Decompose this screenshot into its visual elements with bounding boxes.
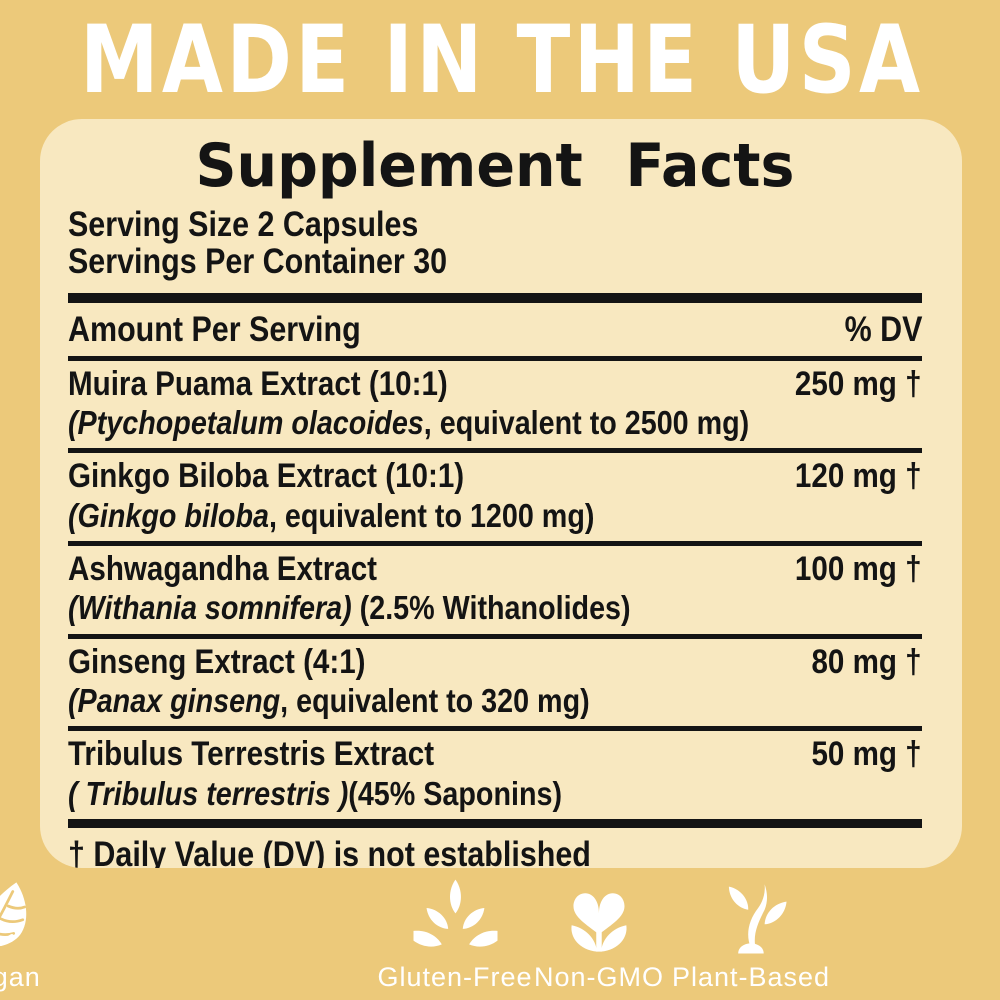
ingredient-latin: (Withania somnifera) (2.5% Withanolides) — [68, 589, 631, 627]
badge-label: Non-GMO — [533, 962, 665, 992]
ingredient-amount: 250 mg † — [795, 364, 922, 403]
ingredient-amount: 80 mg † — [811, 642, 922, 681]
divider — [68, 448, 922, 454]
amount-per-serving-header: Amount Per Serving — [68, 309, 361, 349]
badge-label: Gluten-Free — [377, 962, 533, 992]
supplement-facts-title: Supplement Facts — [195, 131, 795, 201]
badge-plant-based: Plant-Based — [672, 876, 830, 993]
ingredient-name: Tribulus Terrestris Extract — [68, 735, 435, 774]
dv-footnote: † Daily Value (DV) is not established — [68, 835, 591, 868]
ingredient-row-muira-puama: Muira Puama Extract (10:1) 250 mg † (Pty… — [68, 361, 922, 449]
ingredient-amount: 120 mg † — [795, 457, 922, 496]
made-in-usa-banner: MADE IN THE USA — [80, 6, 924, 115]
ingredient-latin: ( Tribulus terrestris )(45% Saponins) — [68, 774, 563, 812]
ingredient-latin: (Ginkgo biloba, equivalent to 1200 mg) — [68, 496, 595, 534]
heart-flower-icon — [571, 893, 627, 952]
ingredient-row-ashwagandha: Ashwagandha Extract 100 mg † (Withania s… — [68, 546, 922, 634]
badge-label: Vegan — [0, 962, 41, 992]
ingredient-name: Ginkgo Biloba Extract (10:1) — [68, 457, 465, 496]
servings-per-container: Servings Per Container 30 — [68, 241, 448, 281]
ingredient-row-ginkgo: Ginkgo Biloba Extract (10:1) 120 mg † (G… — [68, 453, 922, 541]
ingredient-amount: 100 mg † — [795, 549, 922, 588]
divider — [68, 540, 922, 546]
badge-vegan: Vegan — [0, 876, 42, 993]
divider — [68, 633, 922, 639]
ingredient-row-ginseng: Ginseng Extract (4:1) 80 mg † (Panax gin… — [68, 639, 922, 727]
badge-non-gmo: Non-GMO — [534, 876, 664, 993]
column-header-row: Amount Per Serving % DV — [68, 303, 922, 356]
ingredient-amount: 50 mg † — [811, 735, 922, 774]
ingredient-name: Muira Puama Extract (10:1) — [68, 364, 448, 403]
ingredient-latin: (Ptychopetalum olacoides, equivalent to … — [68, 403, 750, 441]
ingredient-row-tribulus: Tribulus Terrestris Extract 50 mg † ( Tr… — [68, 731, 922, 819]
divider-thick-bottom — [68, 819, 922, 829]
badge-label: Plant-Based — [671, 962, 831, 992]
divider — [68, 355, 922, 361]
ingredient-name: Ashwagandha Extract — [68, 549, 378, 588]
badge-gluten-free: Gluten-Free — [377, 876, 532, 993]
percent-dv-header: % DV — [844, 309, 922, 349]
wheat-sprig-icon — [413, 879, 497, 947]
serving-size: Serving Size 2 Capsules — [68, 205, 419, 244]
sprout-icon — [728, 884, 787, 954]
supplement-facts-panel: Supplement Facts Serving Size 2 Capsules… — [40, 119, 962, 868]
divider — [68, 726, 922, 732]
leaf-icon — [0, 882, 27, 947]
ingredient-latin: (Panax ginseng, equivalent to 320 mg) — [68, 682, 590, 720]
ingredient-name: Ginseng Extract (4:1) — [68, 642, 366, 681]
divider-thick-top — [68, 292, 922, 303]
